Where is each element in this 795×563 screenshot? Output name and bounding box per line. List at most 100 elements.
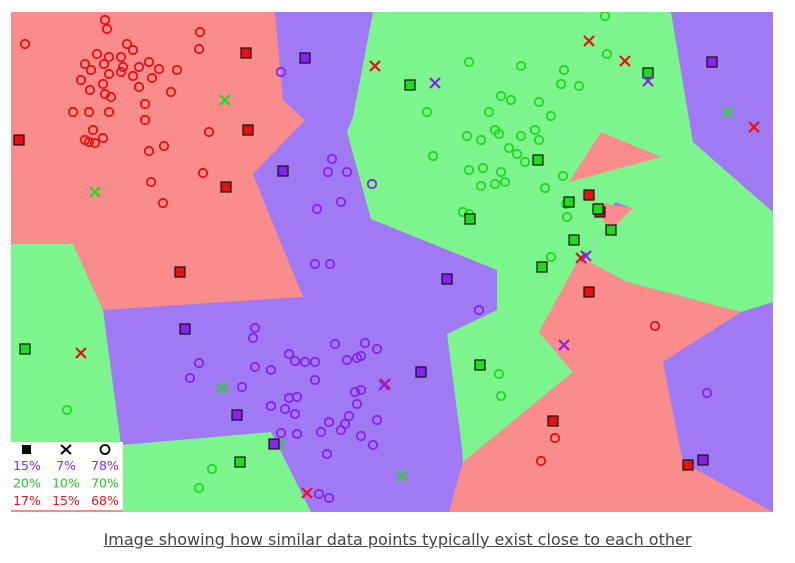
point-red-circle-14 — [133, 61, 145, 73]
legend-value-purple-1: 7% — [56, 458, 76, 473]
point-green-square-9 — [19, 343, 31, 355]
point-red-circle-24 — [84, 84, 96, 96]
point-red-circle-15 — [85, 64, 97, 76]
point-green-circle-0 — [599, 12, 611, 22]
point-purple-x-3 — [558, 339, 570, 351]
point-purple-circle-34 — [355, 384, 367, 396]
point-red-square-4 — [174, 266, 186, 278]
point-red-circle-10 — [143, 56, 155, 68]
point-purple-circle-19 — [309, 356, 321, 368]
point-purple-circle-26 — [265, 364, 277, 376]
point-red-circle-7 — [91, 48, 103, 60]
point-red-square-0 — [240, 47, 252, 59]
point-red-circle-0 — [99, 14, 111, 26]
point-green-circle-5 — [555, 78, 567, 90]
point-green-circle-15 — [489, 124, 501, 136]
point-purple-circle-49 — [701, 387, 713, 399]
point-red-circle-1 — [101, 23, 113, 35]
point-red-circle-23 — [97, 78, 109, 90]
point-green-circle-7 — [495, 90, 507, 102]
point-purple-circle-8 — [324, 258, 336, 270]
point-red-circle-42 — [197, 167, 209, 179]
point-red-circle-44 — [157, 197, 169, 209]
point-green-circle-16 — [515, 130, 527, 142]
point-red-x-3 — [748, 121, 760, 133]
point-purple-circle-3 — [341, 166, 353, 178]
point-purple-circle-16 — [283, 348, 295, 360]
point-green-x-0 — [219, 94, 231, 106]
legend-value-purple-0: 15% — [13, 458, 41, 473]
point-purple-square-8 — [697, 454, 709, 466]
point-purple-square-1 — [706, 56, 718, 68]
point-purple-circle-36 — [343, 410, 355, 422]
point-green-circle-1 — [463, 56, 475, 68]
point-red-circle-21 — [146, 72, 158, 84]
point-purple-circle-1 — [326, 153, 338, 165]
point-green-circle-35 — [561, 211, 573, 223]
point-green-circle-13 — [461, 130, 473, 142]
point-purple-circle-38 — [323, 416, 335, 428]
point-purple-circle-30 — [279, 403, 291, 415]
point-green-circle-27 — [475, 180, 487, 192]
point-purple-square-5 — [415, 366, 427, 378]
point-purple-circle-14 — [236, 381, 248, 393]
point-green-circle-26 — [489, 178, 501, 190]
point-green-square-0 — [404, 79, 416, 91]
point-green-x-5 — [396, 470, 408, 482]
point-purple-square-6 — [231, 409, 243, 421]
point-green-square-8 — [536, 261, 548, 273]
point-red-circle-46 — [549, 432, 561, 444]
point-purple-square-4 — [179, 323, 191, 335]
legend-value-green-0: 20% — [13, 476, 41, 491]
point-red-circle-33 — [103, 106, 115, 118]
point-purple-circle-35 — [351, 398, 363, 410]
point-red-circle-8 — [103, 51, 115, 63]
point-green-square-3 — [563, 196, 575, 208]
point-purple-x-1 — [642, 75, 654, 87]
point-green-circle-36 — [545, 251, 557, 263]
point-green-circle-18 — [529, 124, 541, 136]
point-red-circle-47 — [535, 455, 547, 467]
point-red-circle-6 — [193, 43, 205, 55]
point-red-circle-36 — [97, 132, 109, 144]
point-red-circle-12 — [98, 58, 110, 70]
point-red-circle-45 — [649, 320, 661, 332]
point-green-square-2 — [532, 154, 544, 166]
point-purple-circle-13 — [184, 372, 196, 384]
legend-header-circle — [99, 444, 111, 455]
data-points — [13, 12, 760, 504]
point-purple-circle-20 — [329, 338, 341, 350]
decision-regions — [11, 12, 773, 512]
point-green-x-1 — [722, 106, 734, 118]
point-purple-circle-41 — [371, 414, 383, 426]
point-green-circle-4 — [573, 80, 585, 92]
point-green-square-5 — [605, 224, 617, 236]
point-green-circle-6 — [601, 48, 613, 60]
region-red-0 — [11, 12, 305, 310]
point-red-x-5 — [75, 347, 87, 359]
point-green-square-11 — [234, 456, 246, 468]
point-green-circle-11 — [483, 106, 495, 118]
point-purple-circle-21 — [359, 337, 371, 349]
point-purple-square-2 — [277, 165, 289, 177]
point-purple-circle-40 — [335, 424, 347, 436]
point-red-circle-30 — [139, 98, 151, 110]
point-green-square-6 — [464, 213, 476, 225]
point-green-circle-40 — [206, 463, 218, 475]
point-purple-circle-48 — [323, 492, 335, 504]
point-red-square-9 — [682, 459, 694, 471]
region-red-3 — [569, 132, 661, 182]
figure-caption: Image showing how similar data points ty… — [103, 530, 692, 549]
point-green-circle-9 — [533, 96, 545, 108]
point-purple-circle-12 — [193, 357, 205, 369]
point-green-x-3 — [216, 382, 228, 394]
knn-scatter-plot: 15% 7% 78% 20% 10% 70% 17% 15% 68% — [11, 12, 773, 512]
point-green-circle-19 — [475, 134, 487, 146]
point-purple-circle-42 — [367, 439, 379, 451]
legend-value-red-1: 15% — [52, 493, 80, 508]
point-green-circle-21 — [511, 148, 523, 160]
point-red-circle-27 — [165, 86, 177, 98]
point-red-circle-3 — [121, 38, 133, 50]
point-green-circle-12 — [545, 110, 557, 122]
point-green-circle-24 — [463, 164, 475, 176]
